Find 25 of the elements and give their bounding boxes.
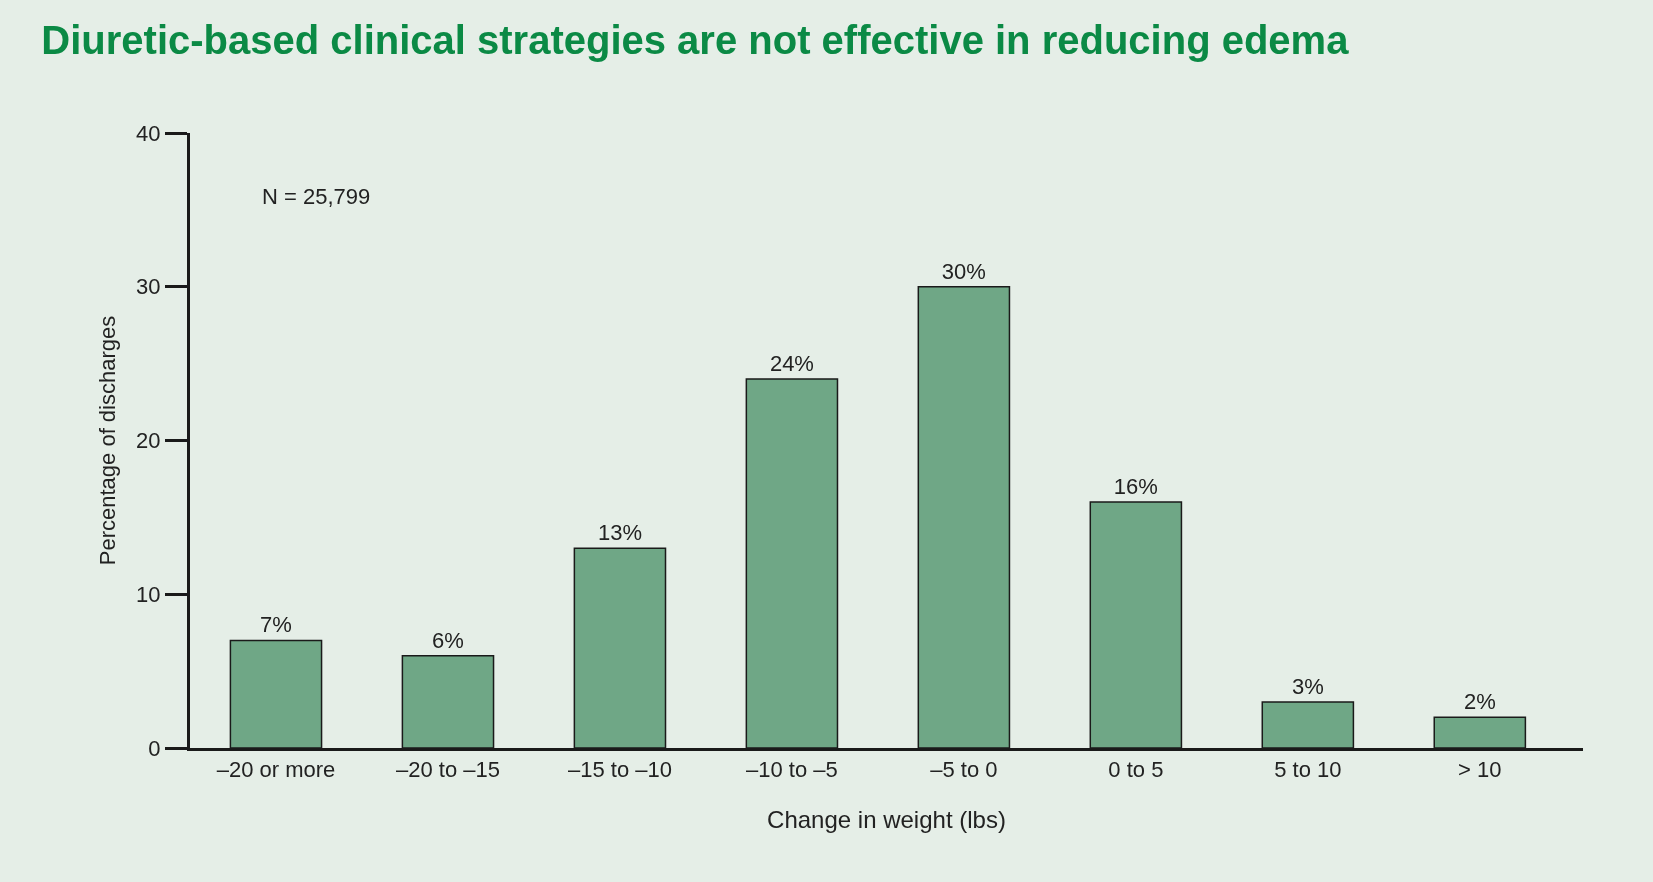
y-tick-label: 10 bbox=[136, 581, 161, 607]
data-label: 24% bbox=[769, 351, 814, 376]
x-tick-label: –10 to –5 bbox=[746, 757, 838, 783]
y-axis-title: Percentage of discharges bbox=[94, 315, 120, 566]
data-label: 6% bbox=[432, 627, 464, 653]
x-tick-label: 0 to 5 bbox=[1108, 757, 1164, 783]
x-tick-label: 5 to 10 bbox=[1274, 757, 1342, 783]
data-label: 3% bbox=[1291, 673, 1324, 699]
data-label: 2% bbox=[1463, 689, 1496, 715]
x-axis-title: Change in weight (lbs) bbox=[767, 805, 1006, 833]
data-label: 13% bbox=[597, 520, 642, 546]
data-label: 16% bbox=[1113, 474, 1158, 499]
x-tick-label: > 10 bbox=[1458, 757, 1502, 783]
y-tick-label: 30 bbox=[136, 274, 161, 300]
chart-title: Diuretic-based clinical strategies are not effective in reducing edema bbox=[41, 18, 1350, 63]
x-tick-label: –15 to –10 bbox=[567, 757, 672, 783]
data-label: 30% bbox=[941, 258, 986, 284]
data-label: 7% bbox=[260, 612, 292, 638]
y-tick-label: 40 bbox=[136, 120, 161, 146]
x-tick-label: –5 to 0 bbox=[930, 757, 998, 783]
x-tick-label: –20 or more bbox=[216, 757, 336, 783]
x-tick-label: –20 to –15 bbox=[395, 757, 500, 783]
y-tick-label: 0 bbox=[148, 735, 161, 761]
y-tick-label: 20 bbox=[136, 428, 161, 454]
annotation: N = 25,799 bbox=[262, 184, 371, 209]
